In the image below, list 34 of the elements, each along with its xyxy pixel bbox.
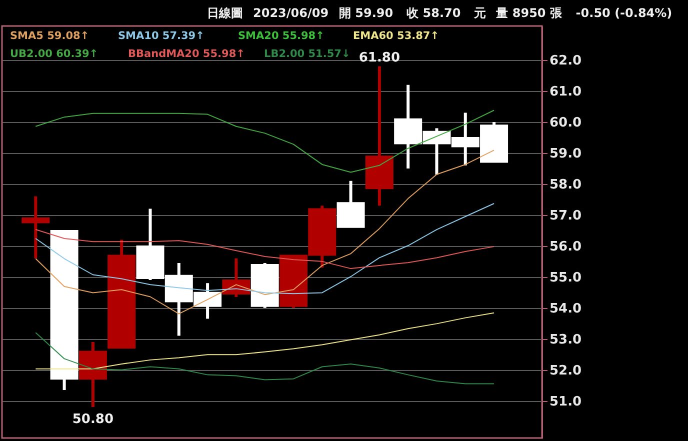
text: UB2.00 60.39↑ bbox=[10, 48, 98, 60]
y-tick-label: 51.0 bbox=[550, 394, 582, 410]
text: LB2.00 51.57↓ bbox=[264, 48, 350, 60]
y-tick-label: 59.0 bbox=[550, 146, 582, 162]
line-series bbox=[35, 332, 495, 384]
annotation: SMA20 55.98↑ bbox=[238, 30, 324, 42]
y-tick-label: 57.0 bbox=[550, 208, 582, 224]
text: -0.50 (-0.84%) bbox=[576, 6, 672, 20]
y-tick-label: 61.0 bbox=[550, 84, 582, 100]
text: 量 8950 張 bbox=[495, 6, 563, 20]
line-series bbox=[35, 312, 495, 370]
y-tick-label: 60.0 bbox=[550, 116, 582, 131]
y-tick-label: 54.0 bbox=[550, 301, 582, 316]
y-tick-label: 56.0 bbox=[550, 239, 582, 254]
text: 元 bbox=[473, 6, 486, 20]
y-tick-label: 62.0 bbox=[550, 54, 582, 69]
y-tick-label: 58.0 bbox=[550, 177, 582, 192]
candlestick bbox=[22, 196, 50, 258]
text: BBandMA20 55.98↑ bbox=[128, 48, 245, 60]
text: 收 58.70 bbox=[406, 6, 461, 20]
text: SMA5 59.08↑ bbox=[10, 30, 90, 42]
text: EMA60 53.87↑ bbox=[353, 30, 440, 42]
y-tick-label: 52.0 bbox=[550, 363, 582, 378]
annotation: 61.80 bbox=[358, 50, 400, 66]
annotation: 50.80 bbox=[72, 412, 114, 428]
text: 日線圖 bbox=[207, 6, 243, 20]
text: 2023/06/09 bbox=[253, 6, 329, 20]
line-series bbox=[35, 203, 495, 294]
text: 開 59.90 bbox=[339, 6, 394, 20]
y-tick-label: 53.0 bbox=[550, 332, 582, 348]
line-series bbox=[35, 229, 495, 270]
y-tick-label: 55.0 bbox=[550, 270, 582, 286]
line-series bbox=[35, 110, 495, 173]
text: SMA10 57.39↑ bbox=[118, 30, 204, 42]
